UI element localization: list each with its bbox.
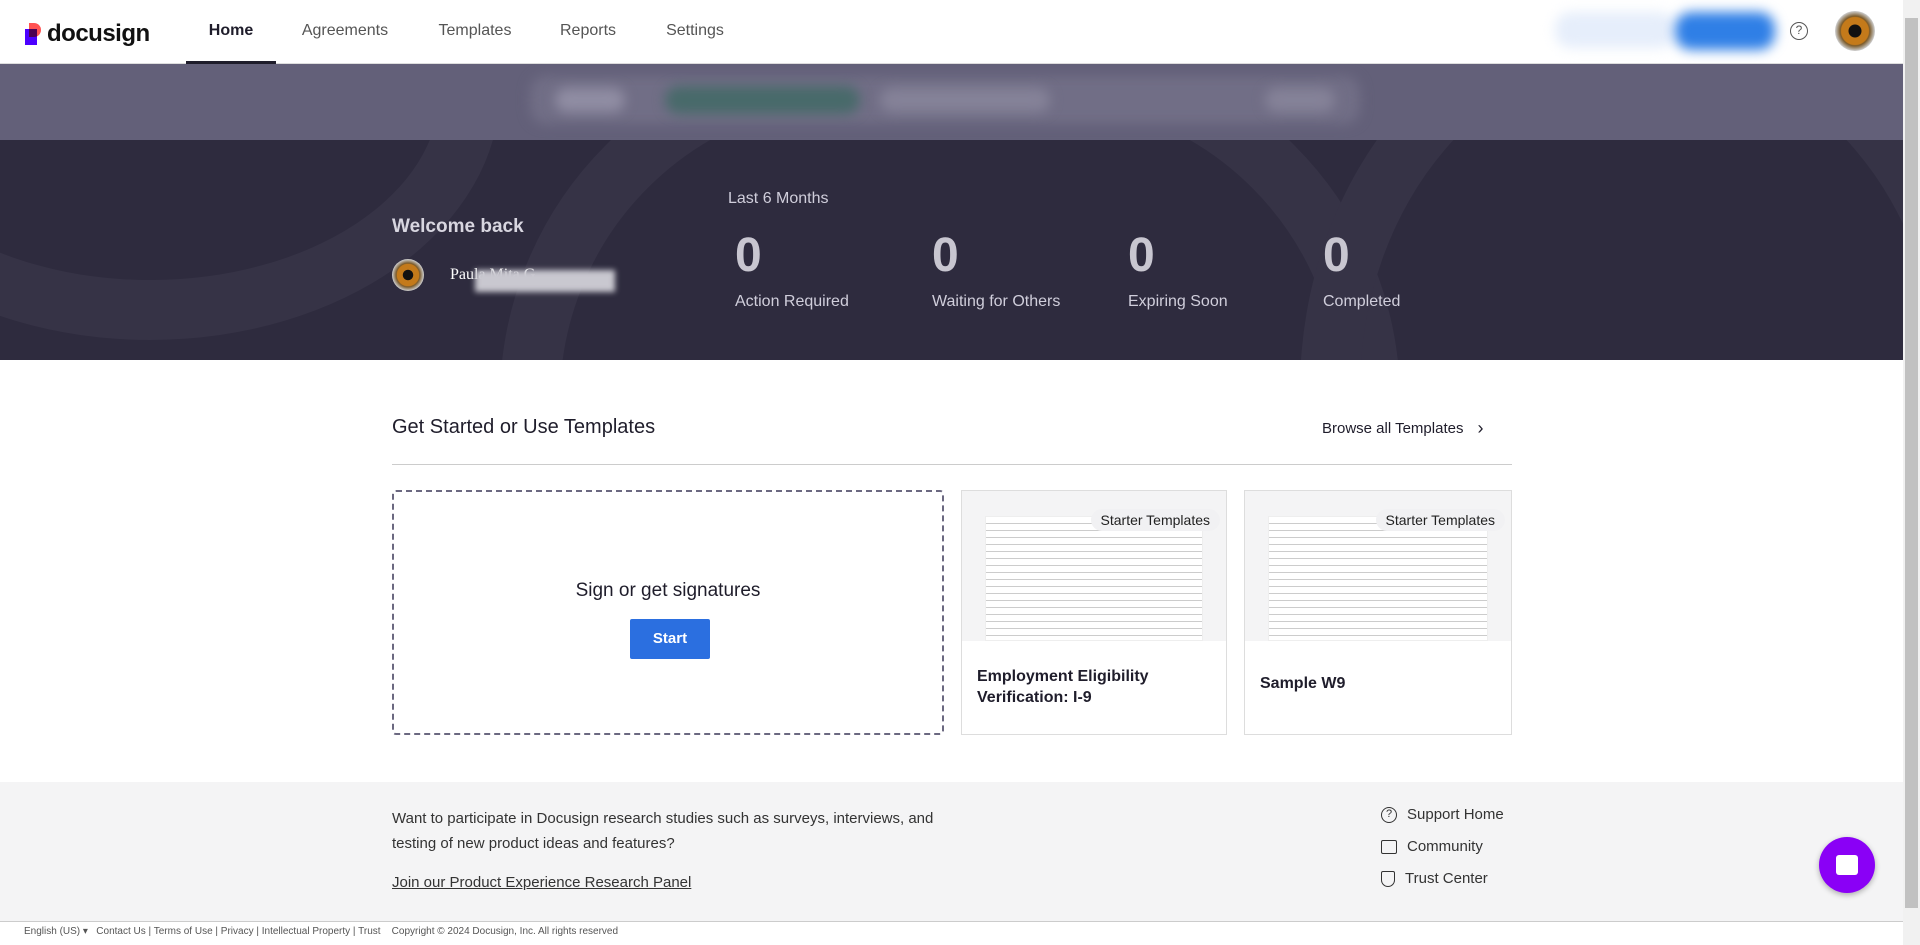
stat-expiring-soon[interactable]: 0 Expiring Soon	[1128, 228, 1228, 311]
browse-templates-link[interactable]: Browse all Templates ›	[1322, 418, 1483, 439]
section-heading: Get Started or Use Templates	[392, 416, 656, 438]
blurred-item	[880, 88, 1050, 112]
starter-templates-badge: Starter Templates	[1375, 509, 1505, 531]
docusign-logo[interactable]: docusign	[25, 20, 150, 48]
document-thumbnail	[985, 516, 1203, 641]
brand-name: docusign	[47, 20, 150, 47]
period-label: Last 6 Months	[728, 190, 829, 207]
link-label: Community	[1407, 838, 1483, 855]
browse-label: Browse all Templates	[1322, 420, 1464, 437]
research-panel-link[interactable]: Join our Product Experience Research Pan…	[392, 874, 692, 891]
start-button[interactable]: Start	[630, 619, 710, 659]
community-icon	[1381, 839, 1397, 854]
name-redaction	[475, 270, 615, 292]
user-avatar	[392, 259, 424, 291]
language-select[interactable]: English (US) ▾	[24, 926, 88, 937]
start-card: Sign or get signatures Start	[392, 490, 944, 735]
welcome-heading: Welcome back	[392, 216, 524, 237]
research-text: Want to participate in Docusign research…	[392, 810, 934, 852]
footer: Want to participate in Docusign research…	[0, 782, 1903, 922]
stat-label: Expiring Soon	[1128, 293, 1228, 310]
divider	[392, 464, 1512, 465]
template-title: Sample W9	[1260, 675, 1346, 692]
scrollbar-thumb[interactable]	[1905, 18, 1918, 908]
top-nav: docusign Home Agreements Templates Repor…	[0, 0, 1903, 64]
tab-reports[interactable]: Reports	[559, 22, 617, 39]
terms-link[interactable]: Terms of Use	[153, 926, 213, 937]
support-home-link[interactable]: ? Support Home	[1381, 806, 1504, 823]
stat-label: Completed	[1323, 293, 1401, 310]
blurred-item	[665, 86, 860, 114]
stat-label: Waiting for Others	[932, 293, 1061, 310]
help-icon[interactable]: ?	[1790, 22, 1808, 40]
copyright: Copyright © 2024 Docusign, Inc. All righ…	[391, 926, 619, 937]
stat-completed[interactable]: 0 Completed	[1323, 228, 1400, 311]
stat-action-required[interactable]: 0 Action Required	[735, 228, 849, 311]
logo-icon	[25, 23, 43, 45]
link-label: Support Home	[1407, 806, 1504, 823]
start-card-title: Sign or get signatures	[575, 580, 761, 601]
contact-link[interactable]: Contact Us	[96, 926, 146, 937]
privacy-link[interactable]: Privacy	[220, 926, 254, 937]
blurred-item	[555, 88, 625, 112]
starter-templates-badge: Starter Templates	[1090, 509, 1220, 531]
link-label: Trust Center	[1405, 870, 1488, 887]
template-card-i9[interactable]: Starter Templates Employment Eligibility…	[961, 490, 1227, 735]
user-avatar[interactable]	[1835, 11, 1875, 51]
tab-agreements[interactable]: Agreements	[301, 22, 389, 39]
document-thumbnail	[1268, 516, 1488, 641]
legal-bar: English (US) ▾ Contact Us | Terms of Use…	[24, 926, 619, 937]
ip-link[interactable]: Intellectual Property	[261, 926, 351, 937]
upgrade-button[interactable]	[1675, 12, 1775, 50]
template-card-w9[interactable]: Starter Templates Sample W9	[1244, 490, 1512, 735]
tab-templates[interactable]: Templates	[438, 22, 512, 39]
trust-link[interactable]: Trust	[358, 926, 381, 937]
stat-label: Action Required	[735, 293, 849, 310]
scrollbar[interactable]	[1903, 0, 1920, 945]
trust-center-link[interactable]: Trust Center	[1381, 870, 1488, 887]
blurred-banner	[0, 64, 1903, 140]
welcome-hero: Welcome back Paula Mita G Last 6 Months …	[0, 140, 1903, 360]
tab-home[interactable]: Home	[186, 0, 276, 64]
stat-value: 0	[932, 229, 959, 282]
tab-settings[interactable]: Settings	[666, 22, 724, 39]
stat-value: 0	[1323, 229, 1350, 282]
help-circle-icon: ?	[1381, 806, 1397, 823]
community-link[interactable]: Community	[1381, 838, 1483, 855]
chat-icon	[1836, 855, 1858, 875]
blurred-item	[1265, 88, 1335, 112]
chevron-right-icon: ›	[1477, 418, 1484, 438]
stat-value: 0	[735, 229, 762, 282]
template-title: Employment Eligibility Verification: I-9	[977, 668, 1149, 706]
shield-icon	[1381, 870, 1395, 887]
stat-value: 0	[1128, 229, 1155, 282]
blurred-element	[1555, 12, 1675, 48]
stat-waiting-for-others[interactable]: 0 Waiting for Others	[932, 228, 1060, 311]
chat-button[interactable]	[1819, 837, 1875, 893]
